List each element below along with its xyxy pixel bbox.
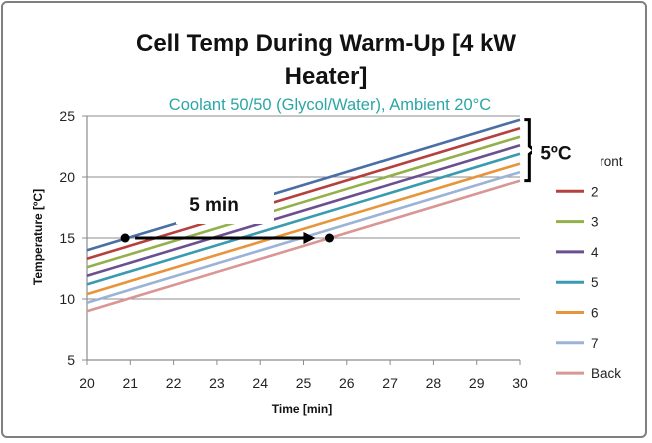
legend-label-back: Back xyxy=(591,366,621,381)
x-axis-label: Time [min] xyxy=(272,402,332,416)
time-arrow-label: 5 min xyxy=(189,195,239,216)
x-tick-labels: 20 21 22 23 24 25 26 27 28 29 30 xyxy=(79,375,528,391)
chart-title: Cell Temp During Warm-Up [4 kW Heater] xyxy=(136,30,516,90)
x-tick-label-20: 20 xyxy=(79,375,95,391)
legend-label-5: 5 xyxy=(591,275,599,290)
legend-label-4: 4 xyxy=(591,245,599,260)
x-tick-label-28: 28 xyxy=(426,375,442,391)
series-line-3 xyxy=(86,135,521,269)
x-tick-label-25: 25 xyxy=(296,375,312,391)
axes xyxy=(82,115,521,365)
legend-label-2: 2 xyxy=(591,184,599,199)
x-tick-label-24: 24 xyxy=(252,375,268,391)
chart-title-line-1: Cell Temp During Warm-Up [4 kW xyxy=(136,30,516,57)
series-line-back xyxy=(86,179,521,313)
series-line-5 xyxy=(86,152,521,286)
y-tick-label-20: 20 xyxy=(59,169,75,185)
y-tick-labels: 5 10 15 20 25 xyxy=(59,108,75,368)
legend-label-6: 6 xyxy=(591,306,599,321)
time-arrow-annotation: 5 min xyxy=(120,186,334,244)
x-tick-label-26: 26 xyxy=(339,375,355,391)
temp-label-overlay: 5ºC xyxy=(540,144,572,165)
series-line-front xyxy=(86,118,521,252)
time-label-background xyxy=(176,186,274,224)
time-end-marker xyxy=(324,233,334,243)
x-tick-label-30: 30 xyxy=(512,375,528,391)
x-tick-label-23: 23 xyxy=(209,375,225,391)
series-lines xyxy=(86,118,521,313)
chart-subtitle: Coolant 50/50 (Glycol/Water), Ambient 20… xyxy=(169,96,491,114)
y-tick-label-5: 5 xyxy=(67,352,75,368)
y-tick-label-15: 15 xyxy=(59,230,75,246)
y-tick-label-10: 10 xyxy=(59,291,75,307)
time-arrow-head xyxy=(303,232,316,244)
series-line-4 xyxy=(86,144,521,278)
legend-label-3: 3 xyxy=(591,215,599,230)
gridlines xyxy=(87,115,520,300)
chart-frame xyxy=(1,1,647,438)
chart-title-line-2: Heater] xyxy=(285,63,368,90)
time-start-marker xyxy=(120,233,130,243)
x-tick-label-29: 29 xyxy=(469,375,485,391)
series-line-6 xyxy=(86,162,521,296)
legend-overlap-cover xyxy=(532,134,601,174)
x-tick-label-22: 22 xyxy=(166,375,182,391)
x-tick-label-21: 21 xyxy=(123,375,139,391)
x-tick-label-27: 27 xyxy=(382,375,398,391)
temp-bracket-label: 5ºC xyxy=(540,144,572,165)
legend-label-7: 7 xyxy=(591,336,599,351)
y-axis-label: Temperature [ºC] xyxy=(31,189,45,285)
y-tick-label-25: 25 xyxy=(59,108,75,124)
